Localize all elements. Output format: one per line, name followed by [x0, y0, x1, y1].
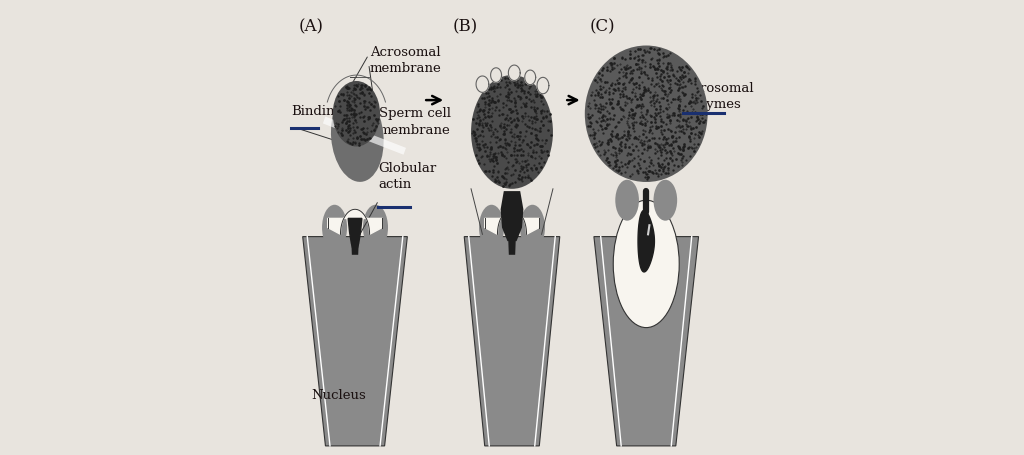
Polygon shape	[537, 77, 549, 94]
Text: Sperm cell
membrane: Sperm cell membrane	[379, 107, 451, 136]
Polygon shape	[348, 218, 361, 250]
Text: Acrosomal
membrane: Acrosomal membrane	[370, 46, 441, 75]
Polygon shape	[638, 210, 654, 272]
Ellipse shape	[585, 46, 708, 182]
Ellipse shape	[471, 75, 553, 189]
Polygon shape	[328, 209, 382, 234]
Polygon shape	[464, 237, 560, 446]
Ellipse shape	[322, 205, 347, 250]
Polygon shape	[323, 116, 406, 155]
Text: Bindin: Bindin	[291, 105, 335, 118]
Polygon shape	[303, 237, 408, 446]
Ellipse shape	[331, 91, 384, 182]
Polygon shape	[490, 68, 502, 82]
Polygon shape	[508, 218, 516, 255]
Ellipse shape	[479, 205, 504, 250]
Ellipse shape	[653, 180, 677, 221]
Ellipse shape	[613, 200, 679, 328]
Text: Nucleus: Nucleus	[311, 389, 366, 402]
Polygon shape	[476, 76, 488, 92]
Text: (C): (C)	[590, 18, 615, 35]
Ellipse shape	[615, 180, 639, 221]
Ellipse shape	[333, 81, 380, 147]
Text: Acrosomal
enzymes: Acrosomal enzymes	[684, 82, 754, 111]
Polygon shape	[501, 191, 523, 241]
Polygon shape	[484, 209, 540, 234]
Text: (B): (B)	[453, 18, 478, 35]
Text: Globular
actin: Globular actin	[379, 162, 437, 191]
Polygon shape	[524, 70, 536, 85]
Polygon shape	[350, 218, 359, 255]
Polygon shape	[508, 65, 520, 81]
Polygon shape	[594, 237, 698, 446]
Text: (A): (A)	[298, 18, 324, 35]
Ellipse shape	[362, 205, 388, 250]
Ellipse shape	[520, 205, 545, 250]
